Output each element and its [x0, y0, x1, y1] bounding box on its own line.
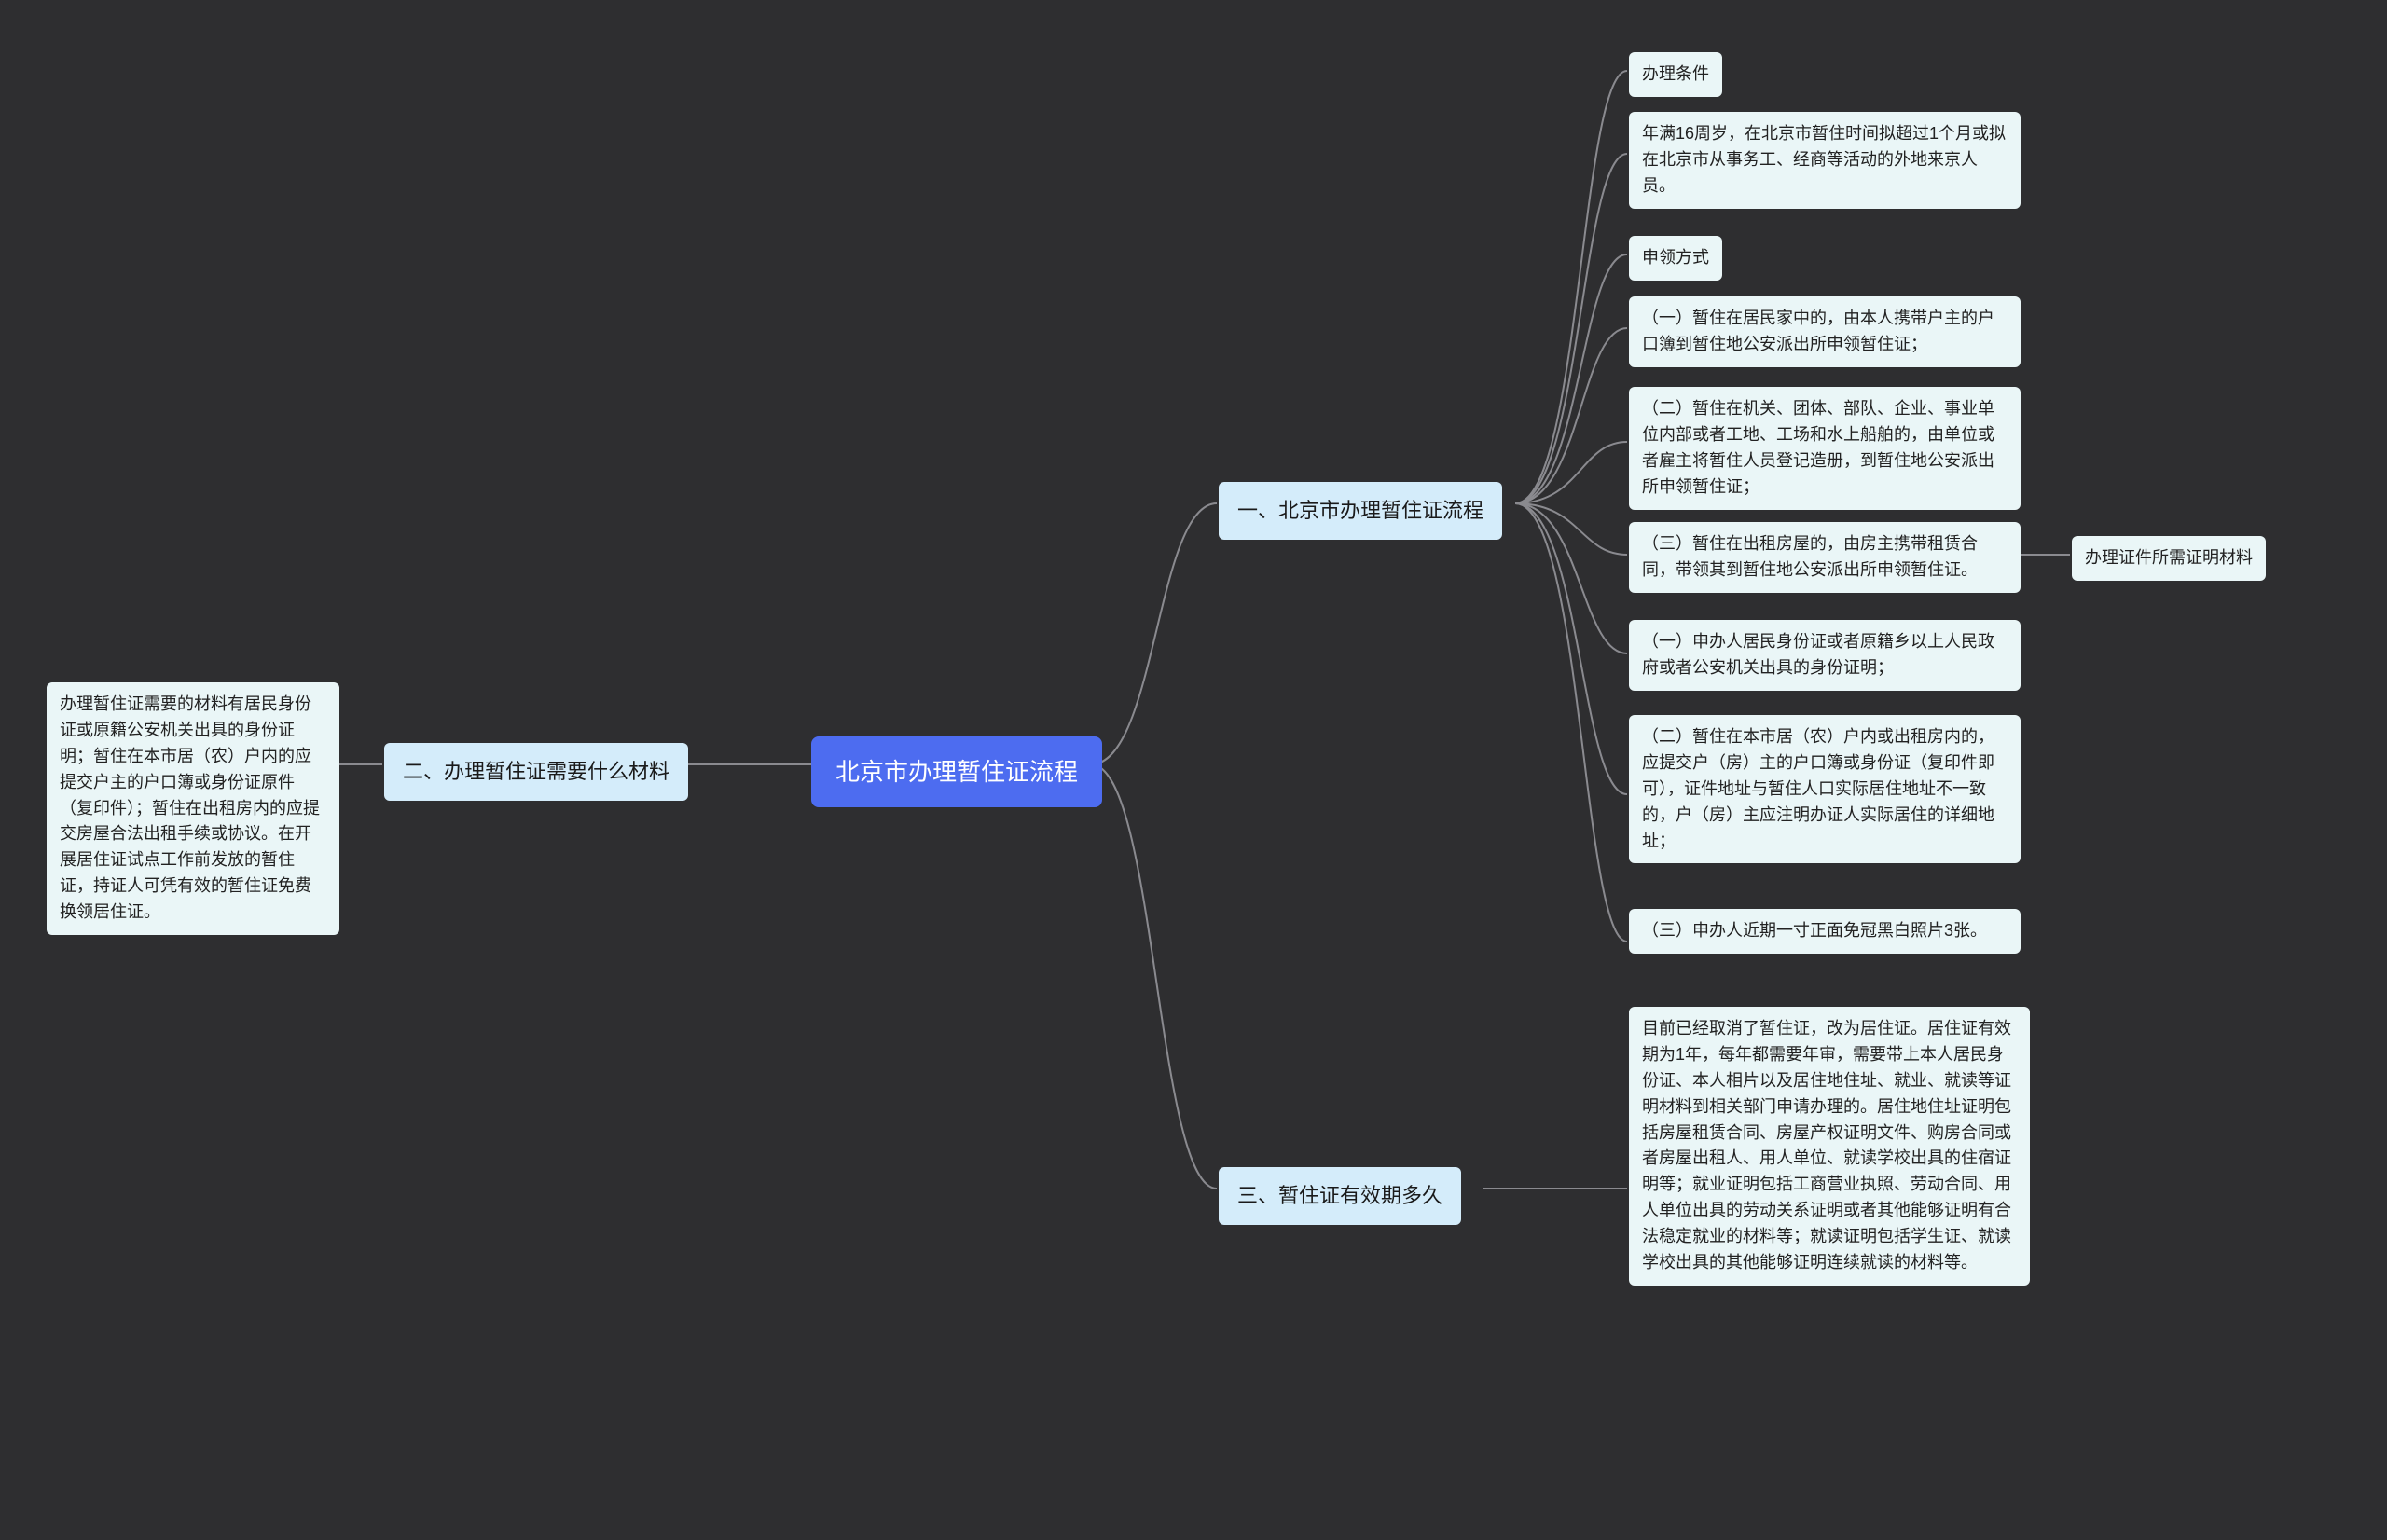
- b1-item-1[interactable]: 办理条件: [1629, 52, 1722, 97]
- b1-item-7[interactable]: （一）申办人居民身份证或者原籍乡以上人民政府或者公安机关出具的身份证明；: [1629, 620, 2021, 691]
- b1-item-6[interactable]: （三）暂住在出租房屋的，由房主携带租赁合同，带领其到暂住地公安派出所申领暂住证。: [1629, 522, 2021, 593]
- connectors-svg: [0, 0, 2387, 1540]
- b1-item-3[interactable]: 申领方式: [1629, 236, 1722, 281]
- b1-item-5[interactable]: （二）暂住在机关、团体、部队、企业、事业单位内部或者工地、工场和水上船舶的，由单…: [1629, 387, 2021, 510]
- branch-3-detail[interactable]: 目前已经取消了暂住证，改为居住证。居住证有效期为1年，每年都需要年审，需要带上本…: [1629, 1007, 2030, 1286]
- branch-2-detail[interactable]: 办理暂住证需要的材料有居民身份证或原籍公安机关出具的身份证明；暂住在本市居（农）…: [47, 682, 339, 935]
- branch-2[interactable]: 二、办理暂住证需要什么材料: [384, 743, 688, 801]
- branch-1[interactable]: 一、北京市办理暂住证流程: [1219, 482, 1502, 540]
- b1-item-6-side[interactable]: 办理证件所需证明材料: [2072, 536, 2266, 581]
- mindmap-canvas: 北京市办理暂住证流程 二、办理暂住证需要什么材料 办理暂住证需要的材料有居民身份…: [0, 0, 2387, 1540]
- root-node[interactable]: 北京市办理暂住证流程: [811, 736, 1102, 807]
- branch-3[interactable]: 三、暂住证有效期多久: [1219, 1167, 1461, 1225]
- b1-item-9[interactable]: （三）申办人近期一寸正面免冠黑白照片3张。: [1629, 909, 2021, 954]
- b1-item-8[interactable]: （二）暂住在本市居（农）户内或出租房内的，应提交户（房）主的户口簿或身份证（复印…: [1629, 715, 2021, 863]
- b1-item-2[interactable]: 年满16周岁，在北京市暂住时间拟超过1个月或拟在北京市从事务工、经商等活动的外地…: [1629, 112, 2021, 209]
- b1-item-4[interactable]: （一）暂住在居民家中的，由本人携带户主的户口簿到暂住地公安派出所申领暂住证；: [1629, 296, 2021, 367]
